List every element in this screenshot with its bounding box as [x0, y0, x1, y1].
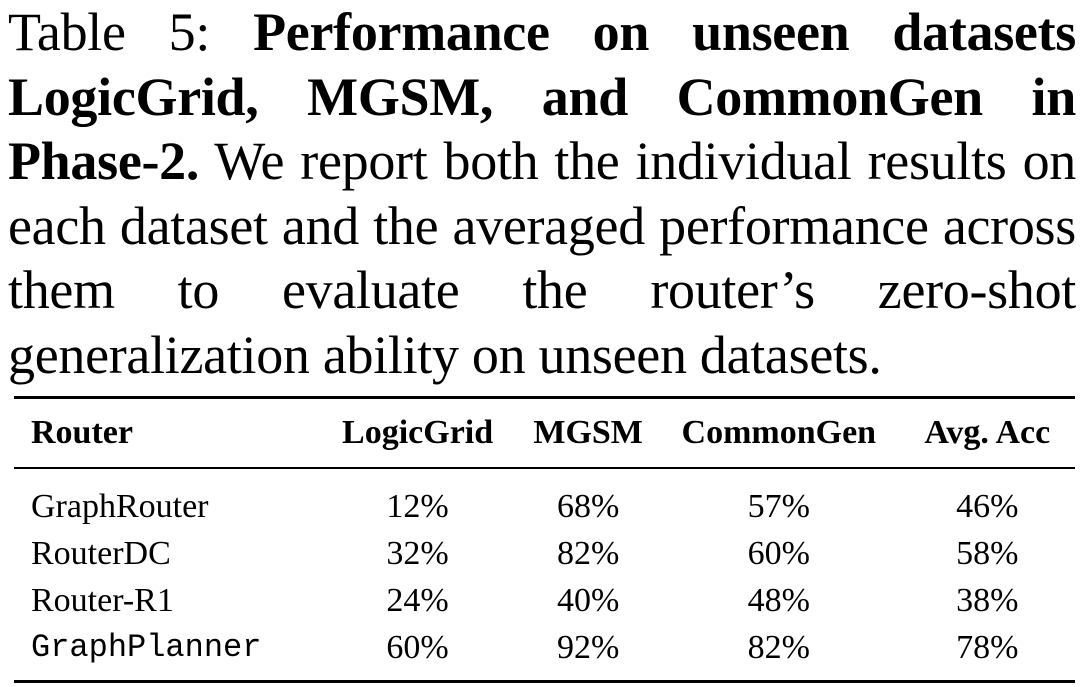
caption-text: We report both the individual results on…: [8, 131, 1076, 385]
caption-title: Performance on unseen datasets LogicGrid…: [8, 2, 1076, 191]
avg-acc-value: 78%: [956, 628, 1019, 666]
avg-acc-value: 38%: [956, 581, 1019, 619]
commongen-value: 60%: [747, 534, 810, 572]
mgsm-value: 40%: [556, 581, 620, 619]
mid-rule: [14, 467, 1075, 469]
caption-label: Table 5:: [8, 2, 211, 62]
logicgrid-value: 12%: [386, 487, 449, 525]
logicgrid-value: 60%: [386, 628, 449, 666]
commongen-value: 82%: [747, 628, 810, 666]
router-name: GraphPlanner: [31, 629, 262, 666]
router-name: RouterDC: [31, 534, 171, 572]
bottom-rule: [14, 680, 1075, 683]
avg-acc-value: 46%: [956, 487, 1019, 525]
mgsm-value: 92%: [556, 628, 620, 666]
table-row: GraphPlanner 60% 92% 82% 78%: [14, 624, 1075, 671]
logicgrid-value: 24%: [386, 581, 449, 619]
table-caption: Table 5: Performance on unseen datasets …: [8, 0, 1076, 387]
header-router: Router: [31, 414, 133, 451]
header-mgsm: MGSM: [533, 414, 643, 451]
header-avg-acc: Avg. Acc: [924, 414, 1051, 451]
router-name: GraphRouter: [31, 487, 209, 525]
table-row: Router-R1 24% 40% 48% 38%: [14, 577, 1075, 624]
header-commongen: CommonGen: [681, 414, 877, 451]
header-row: Router LogicGrid MGSM CommonGen Avg. Acc: [14, 399, 1075, 467]
logicgrid-value: 32%: [386, 534, 449, 572]
top-rule: [14, 396, 1075, 399]
commongen-value: 57%: [747, 487, 810, 525]
table-row: RouterDC 32% 82% 60% 58%: [14, 530, 1075, 577]
mgsm-value: 82%: [556, 534, 620, 572]
avg-acc-value: 58%: [956, 534, 1019, 572]
router-name: Router-R1: [31, 581, 174, 619]
commongen-value: 48%: [747, 581, 810, 619]
header-logicgrid: LogicGrid: [342, 414, 494, 451]
results-table: Router LogicGrid MGSM CommonGen Avg. Acc…: [14, 399, 1075, 671]
table-row: GraphRouter 12% 68% 57% 46%: [14, 467, 1075, 530]
mgsm-value: 68%: [556, 487, 620, 525]
